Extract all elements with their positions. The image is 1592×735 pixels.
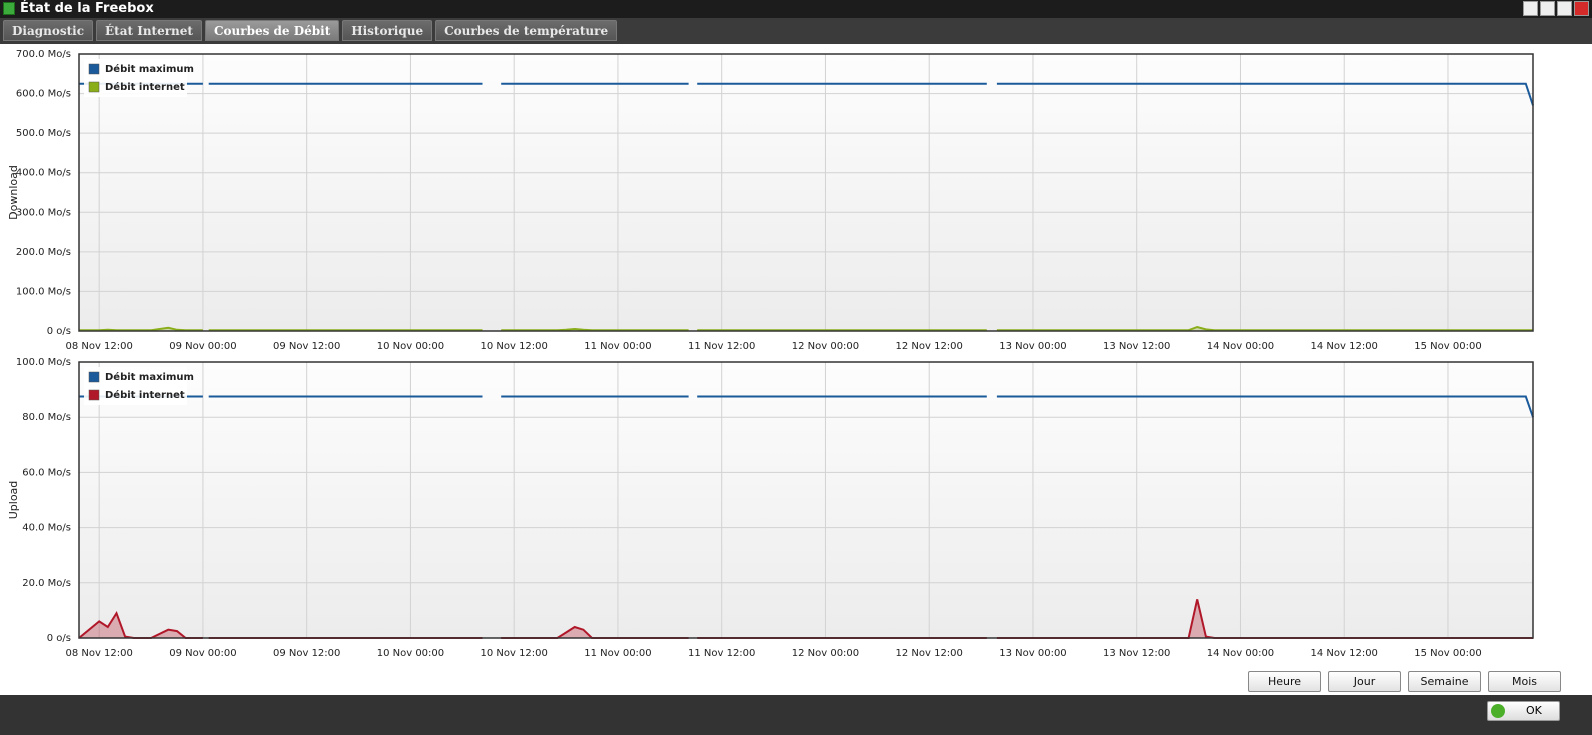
window-buttons [1523, 1, 1589, 16]
y-tick-label: 400.0 Mo/s [16, 168, 71, 179]
y-tick-label: 100.0 Mo/s [16, 357, 71, 368]
y-tick-label: 20.0 Mo/s [22, 578, 71, 589]
legend-box [84, 59, 187, 97]
x-tick-label: 09 Nov 00:00 [169, 648, 236, 659]
x-tick-label: 12 Nov 00:00 [792, 648, 859, 659]
x-tick-label: 15 Nov 00:00 [1414, 648, 1481, 659]
title-bar: État de la Freebox [0, 0, 1592, 18]
window-title: État de la Freebox [20, 1, 154, 16]
y-tick-label: 700.0 Mo/s [16, 49, 71, 60]
check-icon [1491, 704, 1505, 718]
y-tick-label: 0 o/s [47, 633, 71, 644]
y-tick-label: 100.0 Mo/s [16, 286, 71, 297]
legend-swatch [88, 63, 100, 75]
x-tick-label: 11 Nov 00:00 [584, 341, 651, 352]
x-tick-label: 13 Nov 12:00 [1103, 341, 1170, 352]
x-tick-label: 09 Nov 12:00 [273, 341, 340, 352]
y-tick-label: 200.0 Mo/s [16, 247, 71, 258]
plot-background [79, 362, 1533, 638]
x-tick-label: 12 Nov 00:00 [792, 341, 859, 352]
footer: OK [0, 695, 1592, 735]
x-tick-label: 14 Nov 12:00 [1311, 341, 1378, 352]
y-tick-label: 80.0 Mo/s [22, 412, 71, 423]
y-tick-label: 0 o/s [47, 326, 71, 337]
x-tick-label: 13 Nov 00:00 [999, 648, 1066, 659]
tab[interactable]: État Internet [96, 20, 202, 41]
maximize-button[interactable] [1557, 1, 1572, 16]
y-axis-label: Upload [7, 481, 20, 520]
x-tick-label: 15 Nov 00:00 [1414, 341, 1481, 352]
plot-background [79, 54, 1533, 331]
x-tick-label: 12 Nov 12:00 [895, 648, 962, 659]
plot-border [78, 361, 1534, 639]
x-tick-label: 13 Nov 12:00 [1103, 648, 1170, 659]
range-button[interactable]: Heure [1248, 671, 1321, 692]
ok-label: OK [1526, 704, 1542, 717]
tab[interactable]: Courbes de température [435, 20, 618, 41]
charts: 0 o/s 100.0 Mo/s 200.0 Mo/s 300.0 Mo/s 400.0… [7, 49, 1534, 659]
y-tick-label: 300.0 Mo/s [16, 207, 71, 218]
legend: Débit maximum Débit internet [84, 59, 194, 97]
plot-border [78, 53, 1534, 332]
y-tick-label: 40.0 Mo/s [22, 523, 71, 534]
legend: Débit maximum Débit internet [84, 367, 194, 405]
y-tick-label: 60.0 Mo/s [22, 467, 71, 478]
range-button[interactable]: Mois [1488, 671, 1561, 692]
x-tick-label: 08 Nov 12:00 [65, 648, 132, 659]
x-tick-label: 12 Nov 12:00 [895, 341, 962, 352]
minimize-button[interactable] [1540, 1, 1555, 16]
x-tick-label: 11 Nov 12:00 [688, 648, 755, 659]
x-tick-label: 09 Nov 12:00 [273, 648, 340, 659]
legend-label: Débit maximum [105, 371, 194, 383]
legend-swatch [88, 81, 100, 93]
app-icon [3, 2, 15, 15]
y-axis-label: Download [7, 165, 20, 220]
legend-label: Débit internet [105, 389, 185, 401]
x-tick-label: 08 Nov 12:00 [65, 341, 132, 352]
x-tick-label: 13 Nov 00:00 [999, 341, 1066, 352]
x-tick-label: 14 Nov 00:00 [1207, 648, 1274, 659]
x-tick-label: 10 Nov 00:00 [377, 341, 444, 352]
y-tick-label: 600.0 Mo/s [16, 89, 71, 100]
legend-swatch [88, 371, 100, 383]
x-tick-label: 14 Nov 12:00 [1311, 648, 1378, 659]
line [79, 325, 1533, 332]
x-tick-label: 11 Nov 12:00 [688, 341, 755, 352]
range-button[interactable]: Semaine [1408, 671, 1481, 692]
tab[interactable]: Courbes de Débit [204, 20, 340, 41]
x-tick-label: 11 Nov 00:00 [584, 648, 651, 659]
x-tick-label: 10 Nov 00:00 [377, 648, 444, 659]
x-tick-label: 10 Nov 12:00 [480, 648, 547, 659]
legend-swatch [88, 389, 100, 401]
tab-bar: Diagnostic État Internet Courbes de Débit H… [0, 18, 1592, 44]
legend-label: Débit internet [105, 81, 185, 93]
x-tick-label: 14 Nov 00:00 [1207, 341, 1274, 352]
range-button[interactable]: Jour [1328, 671, 1401, 692]
y-tick-label: 500.0 Mo/s [16, 128, 71, 139]
x-tick-label: 09 Nov 00:00 [169, 341, 236, 352]
tab[interactable]: Historique [342, 20, 433, 41]
legend-box [84, 367, 187, 405]
ok-button[interactable]: OK [1487, 701, 1560, 721]
help-button[interactable] [1523, 1, 1538, 16]
x-tick-label: 10 Nov 12:00 [480, 341, 547, 352]
tab[interactable]: Diagnostic [3, 20, 94, 41]
legend-label: Débit maximum [105, 63, 194, 75]
close-button[interactable] [1574, 1, 1589, 16]
